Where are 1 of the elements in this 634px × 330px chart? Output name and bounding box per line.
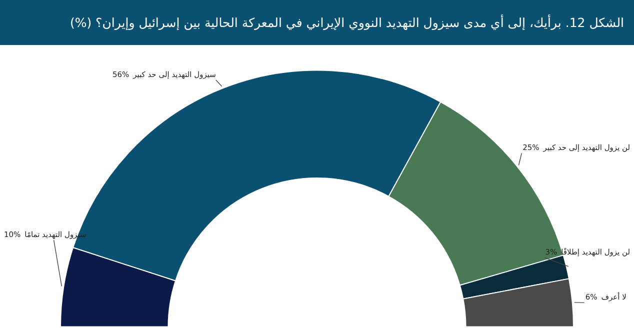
chart-title: الشكل 12. برأيك، إلى أي مدى سيزول التهديد النووي الإيراني في المعركة الحالية بين إسرائيل وإيران؟ (%): [70, 15, 624, 30]
